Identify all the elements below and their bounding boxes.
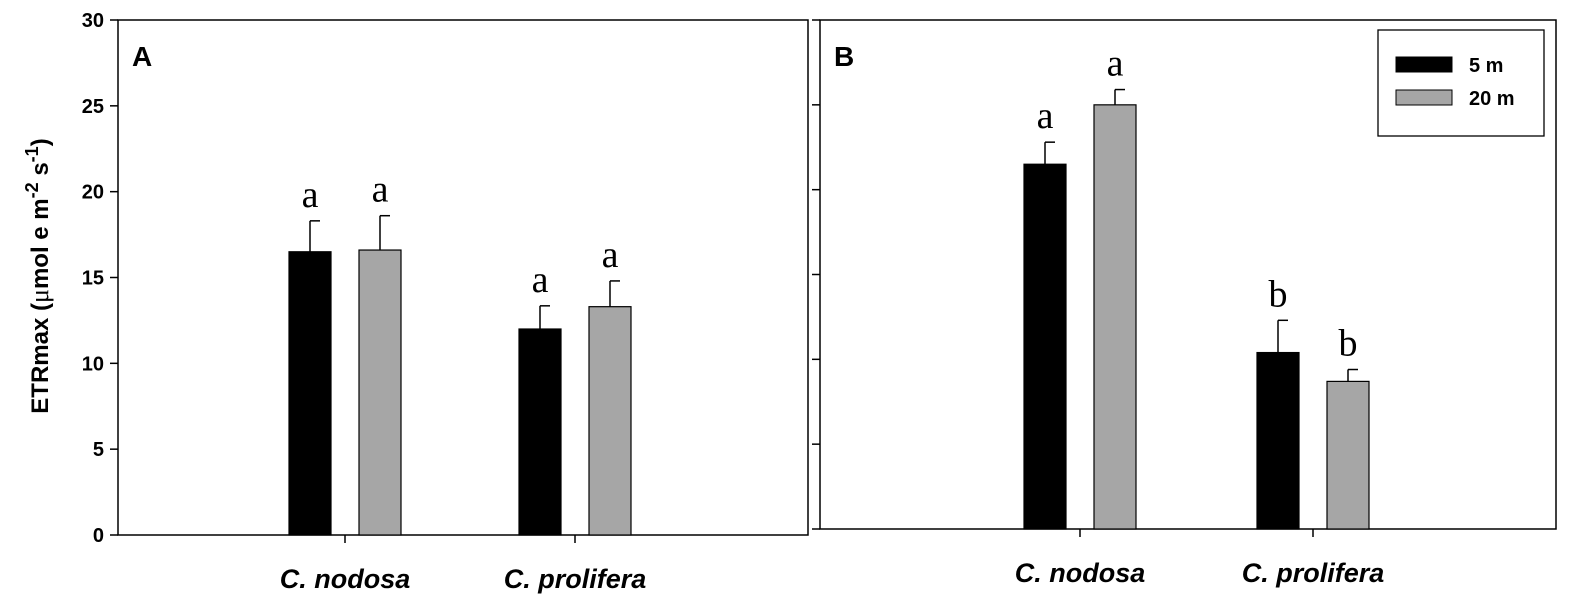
y-tick-label: 30: [82, 10, 104, 32]
category-label: C. nodosa: [1015, 558, 1146, 588]
legend-box: [1377, 29, 1545, 137]
bar: [588, 306, 632, 536]
y-tick-label: 15: [82, 268, 104, 290]
bar: [358, 249, 402, 536]
significance-letter: a: [602, 234, 619, 276]
bar: [288, 251, 332, 536]
y-axis-label: ETRmax (μmol e m-2 s-1): [22, 138, 54, 413]
category-label: C. prolifera: [1242, 558, 1385, 588]
y-tick-label: 10: [82, 353, 104, 375]
bar: [1326, 380, 1370, 530]
significance-letter: a: [1037, 95, 1054, 137]
bar: [1093, 104, 1137, 530]
significance-letter: b: [1339, 323, 1358, 365]
panel-label: A: [132, 41, 152, 72]
legend-label: 20 m: [1469, 88, 1515, 110]
significance-letter: a: [302, 174, 319, 216]
plot-frame: [117, 19, 809, 536]
significance-letter: a: [1107, 43, 1124, 85]
category-label: C. prolifera: [504, 564, 647, 594]
bar: [1256, 351, 1300, 530]
panel-a: 0 5 10 15 20 25 30 C. nodosa C. prolifera a a a a A: [82, 10, 809, 594]
panel-label: B: [834, 41, 854, 72]
category-label: C. nodosa: [280, 564, 411, 594]
y-tick-label: 20: [82, 182, 104, 204]
bar: [518, 328, 562, 536]
significance-letter: a: [372, 169, 389, 211]
y-tick-label: 25: [82, 96, 104, 118]
legend-swatch: [1395, 89, 1453, 106]
panel-b: C. nodosa C. prolifera a b a b B 5 m 20 m: [812, 19, 1557, 588]
legend-swatch: [1395, 56, 1453, 73]
bar: [1023, 163, 1067, 530]
legend: 5 m 20 m: [1377, 29, 1545, 137]
y-tick-label: 5: [93, 439, 104, 461]
legend-label: 5 m: [1469, 55, 1503, 77]
significance-letter: b: [1269, 273, 1288, 315]
y-tick-label: 0: [93, 525, 104, 547]
significance-letter: a: [532, 259, 549, 301]
